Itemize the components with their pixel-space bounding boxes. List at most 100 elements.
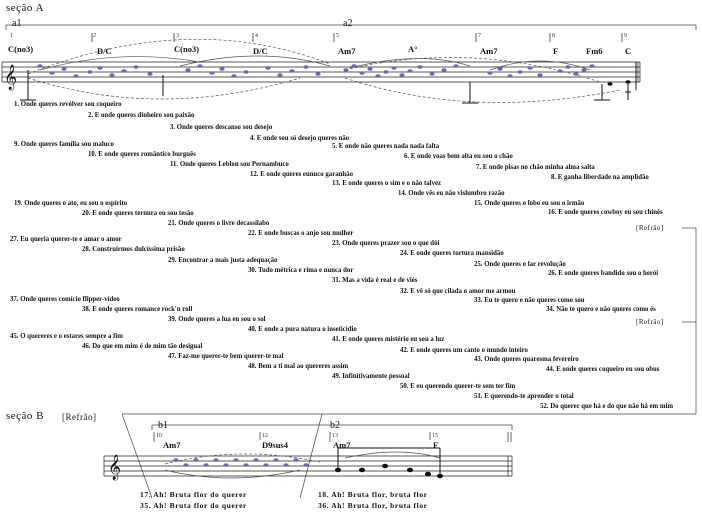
note-head xyxy=(173,458,179,462)
section-a-title: seção A xyxy=(6,2,45,14)
note-head xyxy=(441,68,447,72)
note-head xyxy=(223,463,229,467)
note-head xyxy=(537,73,543,77)
lyric-line: 11. Onde queres Leblon sou Pernambuco xyxy=(170,161,289,168)
refrao-marker: [Refrão] xyxy=(636,318,664,326)
note-head xyxy=(303,65,309,69)
chord-m8: F xyxy=(553,46,559,56)
note-head xyxy=(265,66,271,70)
note-head xyxy=(209,71,215,75)
measure-number: 4 xyxy=(255,33,258,39)
lyric-line: 39. Onde queres a lua eu sou o sol xyxy=(168,316,266,323)
lyric-line: 42. E onde queres um canto o mundo intei… xyxy=(400,347,528,354)
lyric-line: 10. E onde queres romântico burguês xyxy=(88,151,196,158)
note-head xyxy=(133,65,139,69)
note-head xyxy=(359,71,365,75)
chord-m10: Am7 xyxy=(163,440,181,450)
chord-m12: D9sus4 xyxy=(262,440,288,450)
chord-m7: Am7 xyxy=(480,46,498,56)
chord-m2: D/C xyxy=(97,46,112,56)
lyric-line: 23. Onde queres prazer sou o que dói xyxy=(332,240,440,247)
lyric-line: 37. Onde queres comício flipper-vídeo xyxy=(10,296,120,303)
note-head xyxy=(383,70,389,74)
subsection-a2-label: a2 xyxy=(343,18,353,29)
note-head xyxy=(565,65,571,69)
refrain-lyric: 17. Ah! Bruta flor do querer xyxy=(140,490,247,499)
note-head xyxy=(417,65,423,69)
chord-m15: F xyxy=(433,440,439,450)
lyric-line: 45. O quereres e o estares sempre a fim xyxy=(10,333,123,340)
lyric-line: 21. Onde queres o livre decassílabo xyxy=(168,220,270,227)
chord-m5: Am7 xyxy=(338,46,356,56)
chord-m3: C(no3) xyxy=(174,44,200,54)
subsection-b2-label: b2 xyxy=(330,420,340,431)
lyric-line: 2. E onde queres dinheiro sou paixão xyxy=(88,112,195,119)
note-head xyxy=(243,463,249,467)
note-head xyxy=(391,66,397,70)
note-head xyxy=(507,74,513,78)
lyric-line: 27. Eu queria querer-te e amar o amor xyxy=(10,236,122,243)
lyric-line: 4. E onde sou só desejo queres não xyxy=(250,135,350,142)
section-b-title: seção B xyxy=(6,410,45,422)
measure-number: 10 xyxy=(156,433,162,439)
lyric-line: 7. E onde pisas no chão minha alma salta xyxy=(476,164,595,171)
note-head xyxy=(87,70,93,74)
note-head xyxy=(517,70,523,74)
note-head xyxy=(367,67,373,71)
note-head xyxy=(581,68,587,72)
lyric-line: 46. Do que em mim é de mim tão desigual xyxy=(82,343,203,350)
note-head xyxy=(453,64,459,68)
chord-m8b: Fm6 xyxy=(586,46,603,56)
svg-text:𝄞: 𝄞 xyxy=(4,64,17,90)
note-head xyxy=(315,72,321,76)
lyric-line: 9. Onde queres família sou maluco xyxy=(14,141,114,148)
note-head xyxy=(243,70,249,74)
lyric-line: 43. Onde queres quaresma fevereiro xyxy=(474,356,579,363)
note-head xyxy=(193,458,199,462)
lyric-line: 28. Construirmos dulcíssima prisão xyxy=(82,246,185,253)
subsection-a1-label: a1 xyxy=(12,18,22,29)
note-head xyxy=(429,72,435,76)
lyric-line: 34. Não te quero e não queres como és xyxy=(546,306,656,313)
lyric-line: 44. E onde queres coqueiro eu sou obus xyxy=(546,366,660,373)
lyric-line: 22. E onde buscas o anjo sou mulher xyxy=(248,230,354,237)
note-head xyxy=(399,73,405,77)
note-head xyxy=(147,72,153,76)
refrao-marker: [Refrão] xyxy=(636,224,664,232)
section-b-refrao: [Refrão] xyxy=(62,412,97,422)
note-head xyxy=(487,71,493,75)
chord-m9: C xyxy=(625,46,632,56)
refrain-lyric: 18. Ah! Bruta flor, bruta flor xyxy=(318,490,428,499)
measure-number: 3 xyxy=(176,33,179,39)
measure-number: 13 xyxy=(332,433,338,439)
note-head xyxy=(283,463,289,467)
lyric-line: 51. E querendo-te aprender o total xyxy=(474,393,574,400)
subsection-b1-label: b1 xyxy=(158,420,168,431)
measure-number: 1 xyxy=(10,33,13,39)
note-head xyxy=(351,64,357,68)
note-head xyxy=(197,64,203,68)
lyric-line: 13. E onde queres o sim e o não talvez xyxy=(332,180,441,187)
lyric-line: 50. E eu querendo querer-te sem ter fim xyxy=(400,383,516,390)
measure-number: 2 xyxy=(93,33,96,39)
note-head xyxy=(589,64,595,68)
note-head xyxy=(233,458,239,462)
svg-text:𝄞: 𝄞 xyxy=(108,454,121,480)
note-head xyxy=(407,69,413,73)
note-head xyxy=(375,74,381,78)
refrain-lyric: 35. Ah! Bruta flor do querer xyxy=(140,501,247,510)
lyric-line: 14. Onde vês eu não vislumbro razão xyxy=(398,190,505,197)
note-head xyxy=(573,72,579,76)
lyric-line: 40. E onde a pura natura o inseticídio xyxy=(248,326,357,333)
lyric-line: 15. Onde queres o lobo eu sou o irmão xyxy=(474,200,585,207)
lyric-line: 31. Mas a vida é real e de viés xyxy=(332,277,418,284)
chord-m13: Am7 xyxy=(333,440,351,450)
lyric-line: 29. Encontrar a mais justa adequação xyxy=(168,257,278,264)
measure-number: 7 xyxy=(478,33,481,39)
lyric-line: 1. Onde queres revólver sou coqueiro xyxy=(14,101,122,108)
lyric-line: 48. Bem a ti mal ao quereres assim xyxy=(248,363,349,370)
lyric-line: 8. E ganha liberdade na amplidão xyxy=(551,174,649,181)
note-head xyxy=(49,71,55,75)
lyric-line: 25. Onde queres o lar revolução xyxy=(474,261,566,268)
